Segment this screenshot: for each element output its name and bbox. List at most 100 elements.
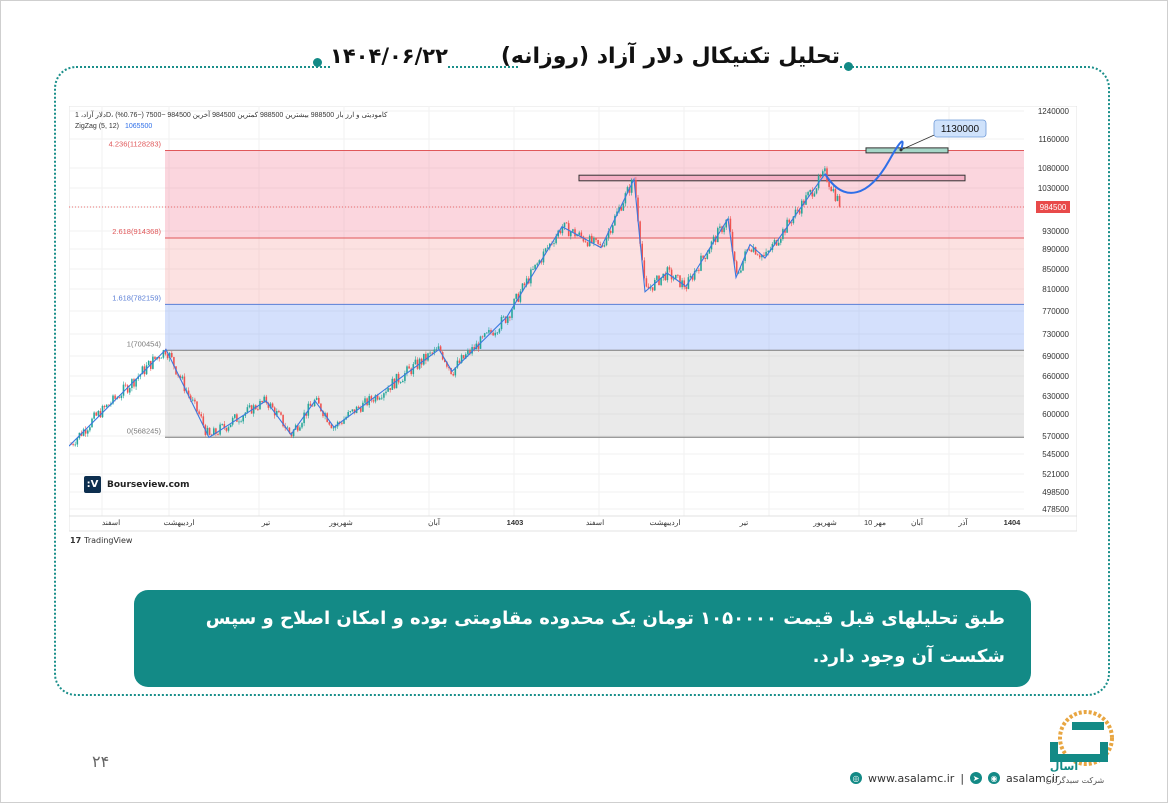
price-chart: 4.236(1128283) 2.618(914368) 1.618(782159)… bbox=[69, 106, 1077, 546]
candle-body bbox=[383, 393, 385, 398]
candle-body bbox=[830, 186, 832, 192]
candle-body bbox=[72, 444, 74, 445]
candle-body bbox=[798, 210, 801, 214]
candle-body bbox=[343, 419, 345, 424]
candle-body bbox=[129, 388, 131, 393]
fib-zone-3 bbox=[165, 350, 1024, 438]
candle-body bbox=[488, 330, 490, 333]
candle-body bbox=[826, 168, 828, 182]
candle-body bbox=[559, 230, 562, 234]
logo-name: آسال bbox=[1049, 760, 1079, 773]
candle-body bbox=[756, 254, 759, 256]
candle-body bbox=[118, 397, 121, 399]
candle-body bbox=[643, 260, 646, 279]
candle-body bbox=[836, 195, 839, 201]
candle-body bbox=[792, 216, 795, 224]
candle-body bbox=[198, 411, 200, 415]
candle-body bbox=[656, 275, 658, 280]
candle-body bbox=[605, 237, 608, 246]
candle-body bbox=[580, 232, 583, 237]
candle-body bbox=[647, 286, 650, 289]
candle-body bbox=[179, 375, 181, 379]
candle-body bbox=[733, 251, 736, 262]
candle-body bbox=[450, 368, 452, 375]
candle-body bbox=[740, 270, 742, 273]
candle-body bbox=[639, 221, 641, 244]
candle-body bbox=[565, 222, 568, 224]
candle-body bbox=[87, 430, 89, 434]
candle-body bbox=[309, 403, 312, 406]
footer-website[interactable]: www.asalamc.ir bbox=[868, 771, 955, 785]
candle-body bbox=[765, 251, 767, 256]
candle-body bbox=[154, 356, 156, 360]
candle-body bbox=[614, 215, 616, 226]
last-price-label: 984500 bbox=[1040, 203, 1067, 212]
candle-body bbox=[620, 207, 622, 211]
candle-body bbox=[171, 353, 173, 358]
candle-body bbox=[181, 376, 184, 379]
candle-body bbox=[408, 366, 410, 369]
x-tick-label: 10 مهر bbox=[864, 518, 886, 527]
candle-body bbox=[683, 280, 685, 288]
candle-body bbox=[584, 241, 587, 243]
target-zone bbox=[865, 147, 949, 154]
candle-body bbox=[603, 245, 606, 247]
candle-body bbox=[399, 382, 402, 383]
candle-body bbox=[677, 274, 679, 276]
footer-social[interactable]: asalamcir bbox=[1006, 771, 1060, 785]
candle-body bbox=[374, 395, 377, 402]
x-tick-label: آبان bbox=[911, 517, 924, 527]
candle-body bbox=[668, 267, 671, 270]
candle-body bbox=[433, 349, 436, 353]
candle-body bbox=[609, 231, 612, 233]
candle-body bbox=[742, 260, 744, 271]
candle-body bbox=[622, 203, 625, 211]
candle-body bbox=[704, 257, 706, 260]
candle-body bbox=[735, 261, 738, 273]
candle-body bbox=[490, 330, 492, 333]
y-tick-label: 498500 bbox=[1042, 488, 1069, 497]
page-date: ۱۴۰۴/۰۶/۲۲ bbox=[330, 44, 448, 76]
candle-body bbox=[238, 421, 240, 423]
candle-body bbox=[366, 398, 368, 406]
candle-body bbox=[819, 175, 822, 177]
candle-body bbox=[225, 427, 228, 431]
candle-body bbox=[376, 395, 379, 400]
candle-body bbox=[158, 357, 160, 359]
logo-subtitle: شرکت سبدگردان bbox=[1045, 776, 1105, 785]
candle-body bbox=[706, 253, 709, 260]
fib-label-0: 4.236(1128283) bbox=[109, 139, 162, 148]
y-tick-label: 1160000 bbox=[1038, 135, 1069, 144]
candle-body bbox=[173, 357, 175, 367]
candle-body bbox=[252, 405, 255, 414]
y-tick-label: 930000 bbox=[1042, 227, 1069, 236]
candle-body bbox=[796, 209, 799, 211]
tradingview-watermark: 17 TradingView bbox=[70, 536, 132, 545]
candle-body bbox=[460, 355, 463, 363]
candle-body bbox=[315, 397, 318, 400]
y-tick-label: 890000 bbox=[1042, 245, 1069, 254]
candle-body bbox=[160, 357, 163, 359]
chart-svg: 4.236(1128283) 2.618(914368) 1.618(782159)… bbox=[69, 106, 1077, 532]
candle-body bbox=[626, 187, 629, 194]
candle-body bbox=[416, 359, 419, 369]
candle-body bbox=[696, 269, 698, 272]
candle-body bbox=[112, 395, 114, 404]
candle-body bbox=[494, 332, 496, 336]
candle-body bbox=[780, 239, 782, 243]
candle-body bbox=[473, 347, 475, 350]
candle-body bbox=[444, 359, 446, 362]
candle-body bbox=[467, 350, 469, 355]
x-tick-label: شهریور bbox=[328, 518, 353, 527]
candle-body bbox=[546, 247, 549, 249]
last-price-tag bbox=[1036, 201, 1070, 213]
candle-body bbox=[660, 277, 662, 286]
candle-body bbox=[511, 309, 513, 318]
bourseview-label: Bourseview.com bbox=[107, 479, 190, 490]
candle-body bbox=[635, 180, 637, 198]
candle-body bbox=[672, 278, 675, 280]
candle-body bbox=[105, 404, 108, 408]
candle-body bbox=[93, 412, 95, 419]
x-tick-label: 1404 bbox=[1004, 518, 1022, 527]
candle-body bbox=[164, 350, 167, 355]
